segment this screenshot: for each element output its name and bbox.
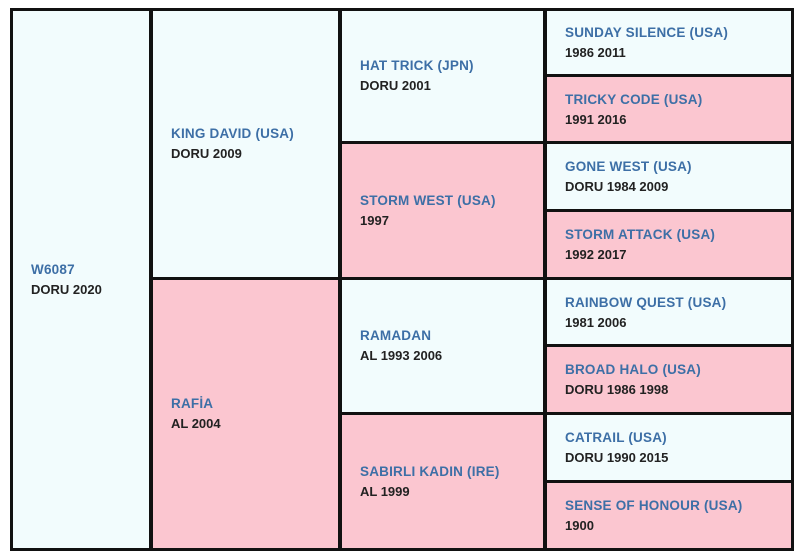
dam-dam-name-link[interactable]: SABIRLI KADIN (IRE) [360,463,500,479]
sire-name-link[interactable]: KING DAVID (USA) [171,126,294,141]
ancestor-info: DORU 1984 2009 [565,179,669,194]
dam-dam-cell: SABIRLI KADIN (IRE) AL 1999 [342,415,543,548]
ancestor-name-link[interactable]: STORM ATTACK (USA) [565,227,716,242]
ancestor-cell-2: TRICKY CODE (USA) 1991 2016 [547,77,791,141]
dam-sire-name-link[interactable]: RAMADAN [360,328,432,343]
horse-cell: W6087 DORU 2020 [13,11,149,548]
dam-cell: RAFİA AL 2004 [153,280,338,548]
horse-name-link[interactable]: W6087 [31,261,75,277]
ancestor-cell-4: STORM ATTACK (USA) 1992 2017 [547,212,791,277]
ancestor-info: DORU 1986 1998 [565,382,669,397]
sire-sire-info: DORU 2001 [360,78,431,93]
sire-sire-cell: HAT TRICK (JPN) DORU 2001 [342,11,543,141]
ancestor-info: 1992 2017 [565,247,627,262]
ancestor-cell-8: SENSE OF HONOUR (USA) 1900 [547,483,791,548]
ancestor-cell-7: CATRAIL (USA) DORU 1990 2015 [547,415,791,480]
ancestor-cell-3: GONE WEST (USA) DORU 1984 2009 [547,144,791,209]
sire-sire-name-link[interactable]: HAT TRICK (JPN) [360,58,474,73]
sire-dam-info: 1997 [360,212,389,228]
pedigree-table: W6087 DORU 2020 KING DAVID (USA) DORU 20… [10,8,794,551]
dam-dam-info: AL 1999 [360,483,410,499]
horse-info: DORU 2020 [31,281,102,297]
ancestor-info: 1981 2006 [565,314,627,330]
dam-info: AL 2004 [171,416,221,431]
ancestor-info: 1991 2016 [565,111,627,127]
dam-sire-cell: RAMADAN AL 1993 2006 [342,280,543,412]
sire-dam-name-link[interactable]: STORM WEST (USA) [360,192,496,208]
dam-name-link[interactable]: RAFİA [171,396,214,411]
ancestor-name-link[interactable]: SENSE OF HONOUR (USA) [565,498,743,513]
ancestor-name-link[interactable]: SUNDAY SILENCE (USA) [565,25,729,40]
ancestor-info: 1986 2011 [565,45,626,60]
ancestor-name-link[interactable]: RAINBOW QUEST (USA) [565,294,727,310]
ancestor-name-link[interactable]: GONE WEST (USA) [565,159,692,174]
ancestor-name-link[interactable]: CATRAIL (USA) [565,430,667,445]
ancestor-info: 1900 [565,518,594,533]
ancestor-cell-6: BROAD HALO (USA) DORU 1986 1998 [547,347,791,412]
sire-dam-cell: STORM WEST (USA) 1997 [342,144,543,277]
sire-info: DORU 2009 [171,146,242,161]
ancestor-name-link[interactable]: TRICKY CODE (USA) [565,91,703,107]
ancestor-name-link[interactable]: BROAD HALO (USA) [565,362,701,377]
ancestor-info: DORU 1990 2015 [565,450,669,465]
ancestor-cell-1: SUNDAY SILENCE (USA) 1986 2011 [547,11,791,74]
ancestor-cell-5: RAINBOW QUEST (USA) 1981 2006 [547,280,791,344]
dam-sire-info: AL 1993 2006 [360,348,443,363]
sire-cell: KING DAVID (USA) DORU 2009 [153,11,338,277]
